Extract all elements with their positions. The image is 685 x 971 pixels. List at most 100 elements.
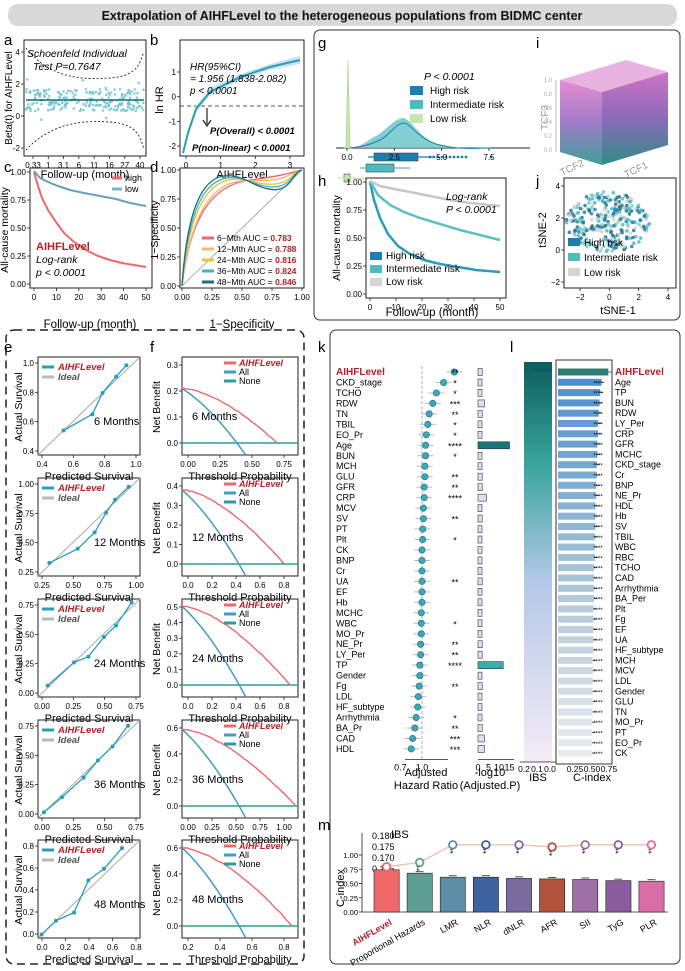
residual-point [135, 106, 139, 110]
k-variable-label: TN [336, 409, 348, 419]
l-variable-label: BNP [615, 480, 634, 490]
panel-b-y-tick-label: -1 [169, 117, 177, 126]
roc-legend-text: 24−Mth AUC = [217, 255, 275, 265]
k-hr-point [419, 504, 427, 512]
residual-point [127, 88, 130, 92]
k-sig: * [453, 378, 457, 388]
legend-ideal: Ideal [58, 735, 80, 746]
m-cindex-bar [506, 878, 532, 913]
residual-point [118, 88, 122, 91]
panel-c-legend-low: low [125, 184, 139, 194]
k-p-bar [477, 734, 485, 743]
outlier-point [432, 155, 436, 159]
tsne-point [589, 217, 594, 222]
tsne-point [564, 217, 569, 222]
k-variable-label: HDL [336, 744, 354, 754]
k-p-bar [477, 671, 483, 680]
l-variable-label: Hb [615, 511, 627, 521]
l-variable-label: LDL [615, 676, 632, 686]
roc-legend-text: 48−Mth AUC = [217, 277, 275, 287]
panel-k-xlabel-3: -log10 [475, 767, 506, 779]
panel-a-schoenfeld: Schoenfeld Individual Test P=0.7647 Beta… [4, 39, 147, 181]
l-variable-label: HDL [615, 501, 633, 511]
calibration-point [129, 600, 134, 605]
k-p-tick: 15 [504, 762, 514, 772]
k-sig: *** [450, 745, 461, 755]
panel-j-ylabel: tSNE-2 [537, 212, 549, 247]
panel-h-x-tick-label: 40 [470, 303, 479, 312]
residual-point [91, 103, 95, 107]
l-variable-label: TN [615, 707, 627, 717]
l-cindex-bar [558, 667, 593, 675]
k-p-bar [477, 546, 483, 554]
panel-m-ibs-label: IBS [391, 829, 409, 841]
residual-point [48, 101, 51, 104]
residual-point [85, 101, 88, 104]
k-hr-point [432, 389, 440, 397]
tsne-point [605, 229, 609, 233]
panel-a-annot1: Schoenfeld Individual [27, 48, 127, 60]
panel-a-y-tick-label: -2 [13, 144, 21, 153]
l-sig: **** [593, 474, 603, 480]
ibs-top-mark [530, 368, 552, 372]
residual-point [45, 92, 48, 95]
l-cindex-bar [558, 595, 594, 603]
dca-y-tick-label: 0.3 [167, 502, 179, 511]
m-model-label: PLR [638, 917, 659, 935]
dca-all-line [181, 489, 247, 577]
calibration-x-tick-label: 0.50 [97, 823, 113, 832]
residual-point [138, 104, 142, 108]
calibration-months: 36 Months [94, 779, 146, 791]
panel-h-legend-mid: Intermediate risk [386, 264, 461, 275]
tsne-point [599, 246, 604, 251]
k-variable-label: SV [336, 514, 348, 524]
tsne-point [606, 239, 611, 243]
residual-point [66, 89, 70, 92]
panel-g-legend-low: Low risk [430, 114, 468, 125]
dca-months: 36 Months [192, 774, 244, 786]
legend-model: AIHFLevel [57, 845, 105, 856]
calibration-months: 6 Months [94, 416, 140, 428]
l-sig: **** [593, 732, 603, 738]
tsne-point [578, 206, 583, 211]
panel-a-x-tick-label: 11 [90, 161, 99, 170]
k-hr-point [414, 693, 422, 701]
panel-letter-f: f [150, 339, 155, 356]
calibration-point [47, 560, 52, 565]
k-sig: ** [451, 724, 459, 734]
l-cindex-bar [558, 698, 593, 706]
l-variable-label: MO_Pr [615, 717, 644, 727]
panel-g-x-tick-label: 0.0 [341, 153, 353, 162]
k-variable-label: NE_Pr [336, 639, 363, 649]
tsne-point [568, 218, 573, 222]
calibration-point [60, 795, 64, 800]
m-cindex-bar [439, 876, 466, 913]
ibs-tick: 0.1 [531, 764, 543, 774]
l-sig: **** [593, 556, 603, 562]
panel-d-x-tick-label: 0.00 [174, 293, 190, 302]
tsne-point [617, 195, 621, 199]
calibration-x-tick-label: 0.00 [34, 823, 50, 832]
panel-h-y-tick-label: 0.50 [346, 234, 362, 243]
tsne-point [578, 220, 582, 224]
calibration-point [124, 363, 129, 368]
dca-legend-label: None [239, 618, 261, 628]
roc-legend-label: 12−Mth AUC = 0.788 [217, 244, 297, 254]
dca-months: 48 Months [192, 894, 244, 906]
tsne-point [610, 233, 615, 238]
dca-x-tick-label: 0.50 [228, 823, 244, 832]
l-cindex-bar [558, 718, 592, 726]
residual-point [64, 106, 67, 109]
residual-point [88, 90, 92, 94]
panel-b-hr-value: = 1.956 (1.838-2.082) [190, 74, 286, 85]
k-variable-label: TBIL [336, 419, 355, 429]
m-ibs-point [514, 840, 524, 850]
dca-x-tick-label: 0.6 [246, 943, 258, 952]
km-mid [368, 180, 501, 242]
tsne-point [632, 241, 636, 245]
l-cindex-bar [558, 646, 594, 654]
residual-point [113, 88, 116, 91]
